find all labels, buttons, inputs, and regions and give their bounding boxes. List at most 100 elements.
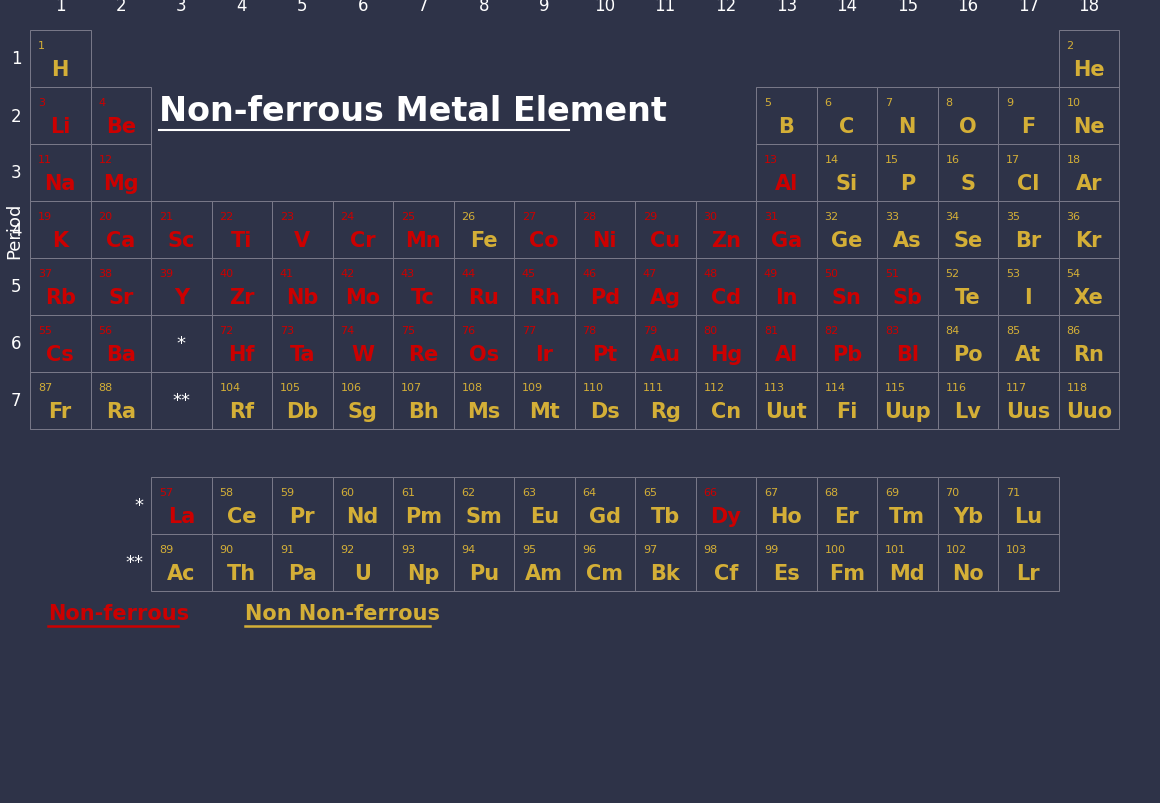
Text: 10: 10 [1066, 98, 1080, 108]
Text: 2: 2 [116, 0, 126, 15]
Text: H: H [51, 59, 68, 79]
Bar [756, 202, 817, 259]
Text: *: * [176, 335, 186, 353]
Text: Md: Md [890, 563, 925, 583]
Bar [30, 259, 90, 316]
Bar [696, 373, 756, 430]
Text: 89: 89 [159, 544, 173, 554]
Text: 94: 94 [462, 544, 476, 554]
Text: 29: 29 [643, 211, 657, 222]
Text: 91: 91 [280, 544, 293, 554]
Text: Cd: Cd [711, 287, 741, 308]
Text: 82: 82 [825, 325, 839, 336]
Text: 102: 102 [945, 544, 966, 554]
Bar [30, 316, 90, 373]
Text: 84: 84 [945, 325, 959, 336]
Bar [635, 478, 696, 534]
Bar [151, 259, 211, 316]
Text: C: C [839, 116, 855, 137]
Text: I: I [1024, 287, 1032, 308]
Text: Re: Re [408, 344, 438, 365]
Text: Ni: Ni [593, 230, 617, 251]
Text: Nb: Nb [287, 287, 319, 308]
Text: Period: Period [5, 202, 23, 259]
Bar [454, 202, 514, 259]
Text: 23: 23 [280, 211, 293, 222]
Bar [393, 259, 454, 316]
Bar [211, 259, 271, 316]
Text: Be: Be [106, 116, 136, 137]
Bar [30, 373, 90, 430]
Text: Zr: Zr [229, 287, 254, 308]
Text: Xe: Xe [1074, 287, 1103, 308]
Text: Rh: Rh [529, 287, 559, 308]
Text: Se: Se [954, 230, 983, 251]
Text: 83: 83 [885, 325, 899, 336]
Text: Th: Th [227, 563, 256, 583]
Bar [271, 316, 333, 373]
Text: Fe: Fe [470, 230, 498, 251]
Bar [151, 373, 211, 430]
Text: Pr: Pr [290, 506, 316, 526]
Text: 50: 50 [825, 268, 839, 279]
Text: 46: 46 [582, 268, 596, 279]
Text: Cf: Cf [713, 563, 738, 583]
Text: 13: 13 [764, 155, 778, 165]
Text: Ms: Ms [467, 402, 500, 422]
Text: 79: 79 [643, 325, 657, 336]
Bar [514, 534, 574, 591]
Text: 26: 26 [462, 211, 476, 222]
Bar [454, 534, 514, 591]
Text: Sr: Sr [108, 287, 133, 308]
Text: Bh: Bh [408, 402, 438, 422]
Bar [877, 316, 937, 373]
Text: No: No [952, 563, 984, 583]
Text: 5: 5 [10, 278, 21, 296]
Bar [574, 534, 635, 591]
Text: Cu: Cu [651, 230, 680, 251]
Bar [514, 259, 574, 316]
Text: **: ** [125, 554, 143, 572]
Text: 62: 62 [462, 487, 476, 497]
Bar [696, 478, 756, 534]
Text: Mn: Mn [406, 230, 441, 251]
Text: 3: 3 [176, 0, 187, 15]
Bar [998, 373, 1058, 430]
Text: 56: 56 [99, 325, 113, 336]
Text: In: In [775, 287, 798, 308]
Text: 4: 4 [99, 98, 106, 108]
Text: 14: 14 [825, 155, 839, 165]
Text: Non Non-ferrous: Non Non-ferrous [245, 603, 440, 623]
Text: Hf: Hf [229, 344, 255, 365]
Bar [998, 316, 1058, 373]
Text: 13: 13 [776, 0, 797, 15]
Text: 48: 48 [703, 268, 718, 279]
Text: Lr: Lr [1016, 563, 1041, 583]
Text: Zn: Zn [711, 230, 741, 251]
Text: Non-ferrous: Non-ferrous [48, 603, 189, 623]
Bar [1058, 373, 1119, 430]
Text: Li: Li [50, 116, 71, 137]
Text: Ag: Ag [650, 287, 681, 308]
Bar [1058, 202, 1119, 259]
Bar [90, 145, 151, 202]
Text: Po: Po [952, 344, 983, 365]
Text: 86: 86 [1066, 325, 1080, 336]
Text: Ce: Ce [227, 506, 256, 526]
Text: Cs: Cs [46, 344, 74, 365]
Bar [877, 145, 937, 202]
Text: 65: 65 [643, 487, 657, 497]
Text: 73: 73 [280, 325, 293, 336]
Text: 107: 107 [401, 382, 422, 393]
Bar [333, 534, 393, 591]
Bar [211, 373, 271, 430]
Bar [454, 478, 514, 534]
Text: Ti: Ti [231, 230, 253, 251]
Text: Fm: Fm [828, 563, 864, 583]
Bar [333, 478, 393, 534]
Text: W: W [351, 344, 375, 365]
Text: Al: Al [775, 173, 798, 194]
Text: Mg: Mg [103, 173, 138, 194]
Text: 66: 66 [703, 487, 717, 497]
Bar [877, 534, 937, 591]
